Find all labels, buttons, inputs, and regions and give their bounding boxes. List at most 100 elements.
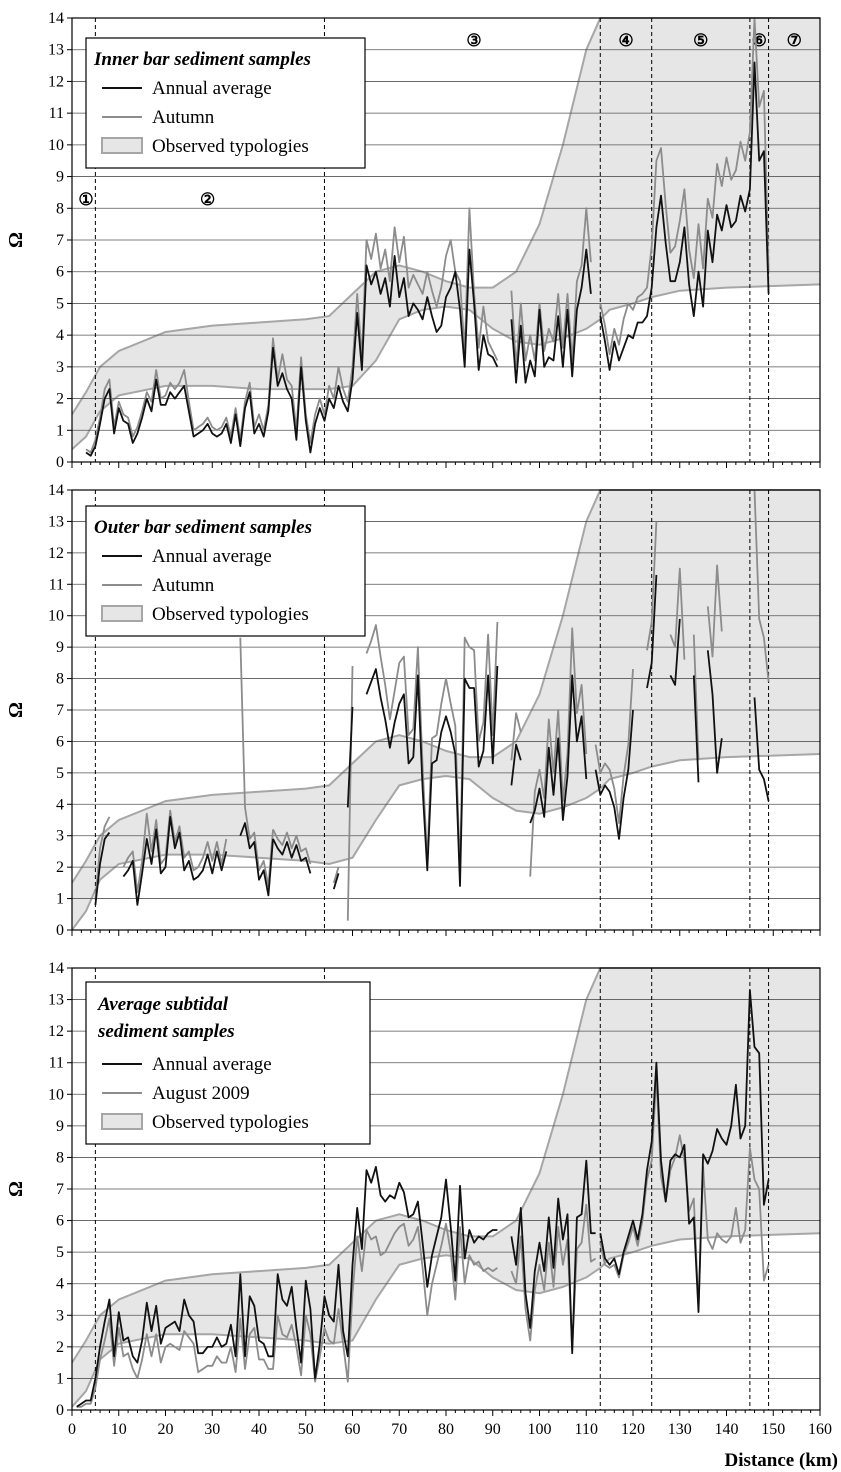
x-tick-label: 10 bbox=[111, 1421, 127, 1438]
y-tick-label: 14 bbox=[48, 10, 64, 27]
x-tick-label: 100 bbox=[528, 1421, 552, 1438]
series-line-secondary bbox=[94, 816, 111, 899]
legend-label-band: Observed typologies bbox=[152, 136, 309, 157]
x-tick-label: 0 bbox=[68, 1421, 76, 1438]
y-tick-label: 5 bbox=[56, 765, 64, 782]
x-tick-label: 40 bbox=[251, 1421, 267, 1438]
x-tick-label: 70 bbox=[391, 1421, 407, 1438]
x-tick-label: 20 bbox=[158, 1421, 174, 1438]
y-tick-label: 11 bbox=[49, 576, 64, 593]
y-tick-label: 13 bbox=[48, 42, 64, 59]
series-line-annual bbox=[239, 822, 274, 897]
series-line-secondary bbox=[692, 634, 700, 761]
series-line-annual bbox=[122, 816, 228, 906]
y-tick-label: 12 bbox=[48, 1023, 64, 1040]
series-line-annual bbox=[599, 989, 770, 1313]
y-tick-label: 2 bbox=[56, 1339, 64, 1356]
observed-typologies-band bbox=[72, 490, 820, 930]
x-tick-label: 30 bbox=[204, 1421, 220, 1438]
y-axis-label: Ω bbox=[5, 1181, 27, 1197]
x-tick-label: 160 bbox=[808, 1421, 832, 1438]
zone-label: ⑤ bbox=[693, 31, 708, 50]
legend-label-band: Observed typologies bbox=[152, 604, 309, 625]
series-line-annual bbox=[753, 697, 770, 802]
observed-typologies-band bbox=[72, 968, 820, 1407]
legend-label-secondary: Autumn bbox=[152, 107, 215, 128]
series-line-secondary bbox=[510, 1203, 597, 1351]
series-line-annual bbox=[510, 1159, 596, 1355]
legend-label-band: Observed typologies bbox=[152, 1112, 309, 1133]
x-tick-label: 110 bbox=[575, 1421, 598, 1438]
y-tick-label: 5 bbox=[56, 1244, 64, 1261]
series-line-secondary bbox=[646, 521, 658, 651]
legend: Average subtidal sediment samples Annual… bbox=[85, 981, 371, 1145]
y-tick-label: 1 bbox=[56, 891, 64, 908]
y-tick-label: 3 bbox=[56, 359, 64, 376]
y-tick-label: 5 bbox=[56, 295, 64, 312]
y-tick-label: 8 bbox=[56, 1149, 64, 1166]
series-line-secondary bbox=[272, 829, 312, 865]
y-tick-label: 11 bbox=[49, 105, 64, 122]
series-line-secondary bbox=[85, 207, 499, 454]
legend-title-line-1: Average subtidal bbox=[97, 994, 229, 1015]
y-tick-label: 12 bbox=[48, 545, 64, 562]
series-line-secondary bbox=[76, 1222, 498, 1408]
series-line-secondary bbox=[706, 564, 723, 658]
y-tick-label: 13 bbox=[48, 992, 64, 1009]
series-line-secondary bbox=[669, 567, 686, 660]
y-tick-label: 1 bbox=[56, 1370, 64, 1387]
y-tick-label: 12 bbox=[48, 73, 64, 90]
zone-label: ① bbox=[78, 190, 93, 209]
y-tick-label: 10 bbox=[48, 137, 64, 154]
y-tick-label: 7 bbox=[56, 232, 64, 249]
legend-label-secondary: Autumn bbox=[152, 575, 215, 596]
zone-label: ④ bbox=[618, 31, 633, 50]
series-line-annual bbox=[529, 674, 588, 824]
series-line-secondary bbox=[599, 17, 770, 356]
y-tick-label: 8 bbox=[56, 671, 64, 688]
x-tick-label: 90 bbox=[485, 1421, 501, 1438]
x-tick-label: 120 bbox=[621, 1421, 645, 1438]
y-axis-label: Ω bbox=[5, 232, 27, 248]
y-tick-label: 14 bbox=[48, 960, 64, 977]
series-line-secondary bbox=[122, 809, 228, 894]
y-tick-label: 2 bbox=[56, 859, 64, 876]
y-tick-label: 6 bbox=[56, 264, 64, 281]
y-tick-label: 1 bbox=[56, 422, 64, 439]
x-tick-label: 150 bbox=[761, 1421, 785, 1438]
y-tick-label: 0 bbox=[56, 922, 64, 939]
legend-label-annual: Annual average bbox=[152, 1054, 272, 1075]
series-line-annual bbox=[346, 706, 354, 808]
series-line-annual bbox=[510, 743, 522, 786]
legend-title: Outer bar sediment samples bbox=[94, 517, 312, 538]
y-tick-label: 4 bbox=[56, 327, 64, 344]
y-tick-label: 3 bbox=[56, 1307, 64, 1324]
series-line-annual bbox=[646, 574, 658, 689]
series-line-annual bbox=[706, 650, 723, 774]
x-tick-label: 80 bbox=[438, 1421, 454, 1438]
series-line-secondary bbox=[753, 489, 770, 682]
y-tick-label: 4 bbox=[56, 796, 64, 813]
legend: Inner bar sediment samples Annual averag… bbox=[85, 37, 366, 169]
y-tick-label: 9 bbox=[56, 1118, 64, 1135]
legend-label-secondary: August 2009 bbox=[152, 1083, 250, 1104]
series-line-annual bbox=[599, 61, 770, 371]
y-tick-label: 8 bbox=[56, 200, 64, 217]
y-tick-label: 3 bbox=[56, 828, 64, 845]
x-tick-label: 140 bbox=[715, 1421, 739, 1438]
legend-key-band bbox=[101, 1113, 143, 1130]
x-axis-label: Distance (km) bbox=[725, 1450, 838, 1471]
y-tick-label: 7 bbox=[56, 1181, 64, 1198]
legend-key-band bbox=[101, 605, 143, 622]
series-line-secondary bbox=[510, 712, 522, 761]
legend-label-annual: Annual average bbox=[152, 78, 272, 99]
legend: Outer bar sediment samples Annual averag… bbox=[85, 505, 366, 637]
series-line-secondary bbox=[510, 207, 592, 368]
y-tick-label: 0 bbox=[56, 1402, 64, 1419]
x-tick-label: 50 bbox=[298, 1421, 314, 1438]
series-line-annual bbox=[365, 665, 499, 887]
